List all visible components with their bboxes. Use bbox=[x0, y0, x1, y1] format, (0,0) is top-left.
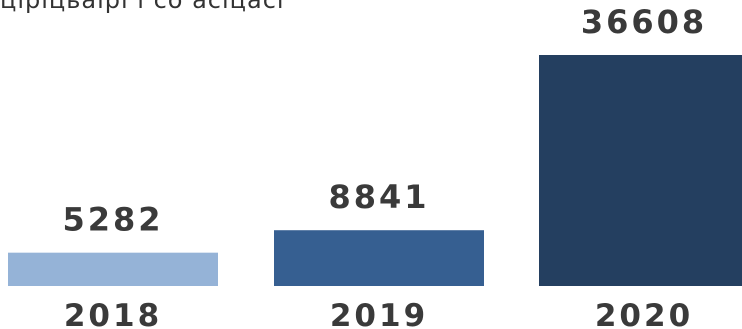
bar-2020 bbox=[539, 55, 742, 286]
bar-2019 bbox=[274, 230, 484, 286]
value-label-2020: 36608 bbox=[581, 3, 707, 41]
partial-chart-title: ціріцьаірі і со асіцасі bbox=[0, 0, 285, 14]
bar-2018 bbox=[8, 252, 218, 286]
value-label-2019: 8841 bbox=[328, 178, 429, 216]
category-label-2019: 2019 bbox=[330, 298, 428, 329]
category-label-2018: 2018 bbox=[64, 298, 162, 329]
value-label-2018: 5282 bbox=[62, 201, 163, 239]
category-label-2020: 2020 bbox=[595, 298, 693, 329]
